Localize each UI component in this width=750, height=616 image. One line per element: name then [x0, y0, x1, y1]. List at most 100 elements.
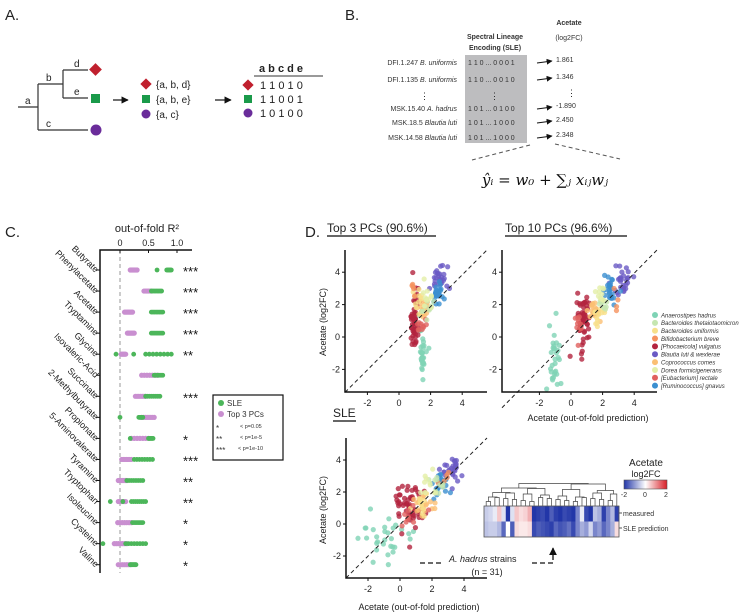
- data-point: [584, 307, 590, 314]
- data-point: [575, 290, 581, 296]
- acetate-value: 2.348: [556, 132, 574, 139]
- data-point: [401, 495, 408, 501]
- sle-dot: [157, 393, 163, 399]
- legend-sle: SLE: [227, 399, 242, 408]
- data-point: [412, 525, 419, 531]
- sle-dot: [146, 351, 152, 357]
- data-point: [436, 292, 442, 298]
- y-tick-label: 4: [335, 267, 340, 277]
- heatmap-cell-measured: [566, 506, 572, 522]
- data-point: [393, 522, 399, 528]
- table-row-1: 1 1 0 1 0: [260, 80, 303, 92]
- x-axis-label: Acetate (out-of-fold prediction): [358, 602, 479, 612]
- data-point: [577, 302, 583, 308]
- y-tick-label: 2: [492, 300, 497, 310]
- y-tick-label: 4: [492, 267, 497, 277]
- dendrogram-branch: [546, 498, 552, 506]
- data-point: [452, 474, 458, 480]
- heatmap-cell-predicted: [579, 521, 585, 537]
- sle-dot: [150, 457, 155, 462]
- heatmap-cell-measured: [601, 506, 607, 522]
- data-point: [423, 349, 429, 355]
- data-point: [549, 377, 556, 383]
- panel-label-c: C.: [5, 224, 20, 241]
- data-point: [385, 530, 391, 536]
- legend-label: Bifidobacterium breve: [661, 337, 720, 343]
- heatmap-cell-measured: [518, 506, 524, 522]
- identity-line: [344, 249, 488, 393]
- data-point: [409, 341, 415, 347]
- sle-dot: [168, 351, 174, 357]
- legend-swatch: [652, 319, 658, 326]
- data-point: [382, 524, 388, 530]
- y-axis-label: Acetate (log2FC): [318, 476, 328, 544]
- legend-swatch: [652, 312, 658, 318]
- heatmap-cell-predicted: [484, 521, 489, 537]
- data-point: [413, 304, 419, 311]
- arrow-icon: [536, 58, 553, 65]
- data-point: [374, 539, 381, 545]
- data-point: [546, 323, 553, 329]
- heatmap-cell-measured: [523, 506, 528, 522]
- sle-dot: [159, 288, 165, 294]
- dendrogram-branch: [494, 497, 500, 506]
- data-point: [424, 288, 430, 294]
- panel-c-chart: out-of-fold R² 0 0.5 1.0 Butyrate ***Phenyl…: [46, 223, 284, 574]
- arrow-icon: [536, 133, 553, 140]
- data-point: [415, 332, 421, 338]
- heatmap-cell-predicted: [558, 521, 563, 537]
- dendrogram-branch: [572, 501, 578, 506]
- x-tick-label: -2: [363, 398, 371, 408]
- target-header-1: Acetate: [556, 20, 581, 27]
- data-point: [611, 285, 617, 292]
- heatmap-cell-predicted: [566, 521, 572, 537]
- sle-code: 1 0 1 ... 1 0 0 0: [468, 120, 515, 127]
- diamond-icon: [140, 78, 152, 90]
- data-point: [422, 473, 428, 479]
- data-point: [613, 307, 620, 314]
- sle-dot: [161, 351, 167, 357]
- data-point: [584, 294, 590, 300]
- data-point: [393, 493, 399, 499]
- chart-title: out-of-fold R²: [115, 223, 180, 235]
- data-point: [407, 536, 413, 542]
- heatmap-cell-predicted: [549, 521, 554, 537]
- sle-dot: [160, 309, 166, 315]
- data-point: [587, 313, 593, 320]
- sle-header-2: Encoding (SLE): [469, 45, 521, 52]
- y-tick-label: -2: [332, 364, 340, 374]
- data-point: [370, 559, 376, 565]
- data-point: [439, 262, 446, 269]
- data-point: [599, 291, 605, 297]
- heatmap-cell-measured: [605, 506, 611, 522]
- legend-label: Bacteroides thetaiotaomicron: [661, 321, 739, 327]
- x-tick-label: 2: [429, 584, 434, 594]
- data-point: [370, 527, 376, 533]
- x-tick-label: 0.5: [142, 238, 155, 248]
- circle-icon: [90, 124, 102, 136]
- heatmap-cell-measured: [536, 506, 541, 522]
- sle-dot: [100, 541, 106, 547]
- strain-species: A. hadrus: [426, 106, 457, 113]
- data-point: [427, 499, 434, 505]
- data-point: [440, 277, 447, 284]
- data-point: [418, 490, 424, 496]
- scatter-plot-3: SLE -2 -2 0 0 2 2 4 4: [333, 406, 488, 594]
- data-point: [436, 466, 443, 472]
- significance-stars: ***: [183, 285, 198, 300]
- node-d: d: [74, 59, 80, 70]
- legend-label: Bacteroides uniformis: [661, 329, 719, 335]
- axes: [501, 250, 657, 393]
- ellipsis: ⋮: [567, 88, 576, 98]
- data-point: [430, 466, 436, 472]
- data-point: [405, 508, 411, 514]
- data-point: [410, 315, 416, 321]
- node-b: b: [46, 73, 52, 84]
- heatmap-cell-predicted: [584, 521, 589, 537]
- data-point: [418, 356, 424, 362]
- data-point: [362, 525, 368, 531]
- x-tick-label: -2: [364, 584, 372, 594]
- heatmap-cell-measured: [562, 506, 568, 522]
- data-point: [544, 386, 550, 392]
- heatmap-cell-predicted: [514, 521, 520, 537]
